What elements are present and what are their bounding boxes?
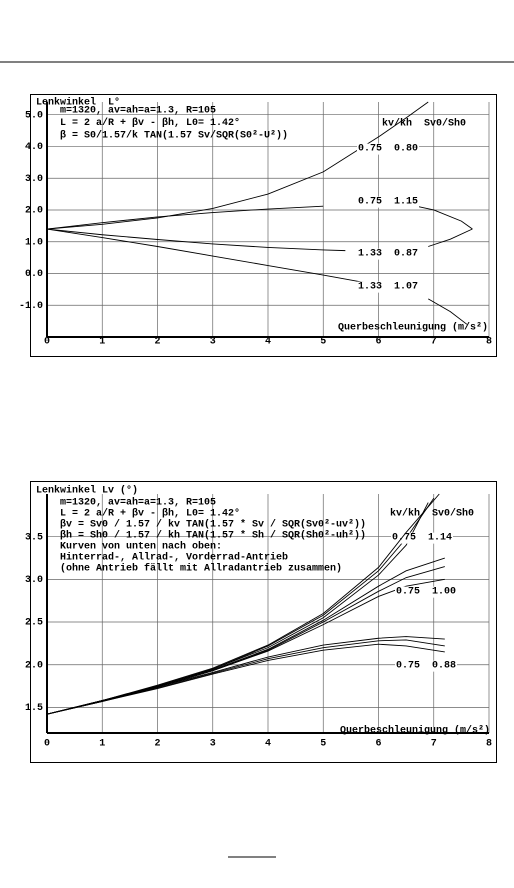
annotation: m=1320, av=ah=a=1.3, R=105 — [60, 497, 216, 509]
x-axis-label: Querbeschleunigung (m/s²) — [340, 725, 490, 737]
y-tick-label: 4.0 — [25, 142, 43, 153]
y-tick-label: 2.0 — [25, 660, 43, 671]
label-bg — [395, 586, 458, 598]
label-bg — [357, 196, 420, 208]
x-tick-label: 3 — [210, 337, 216, 348]
curve — [46, 636, 445, 715]
curve — [46, 639, 445, 715]
x-tick-label: 2 — [154, 739, 160, 750]
label-bg — [395, 660, 458, 672]
x-axis-label: Querbeschleunigung (m/s²) — [338, 322, 488, 334]
y-tick-label: 3.0 — [25, 174, 43, 185]
curve — [46, 204, 473, 230]
x-tick-label: 1 — [99, 337, 105, 348]
label-bg — [391, 532, 454, 544]
annotation: β = S0/1.57/k TAN(1.57 Sv/SQR(S0²-U²)) — [60, 130, 288, 142]
annotation: L = 2 a/R + βv - βh, L0= 1.42° — [60, 117, 240, 129]
legend-header: kv/kh Sv0/Sh0 — [390, 508, 474, 520]
curve — [46, 228, 473, 252]
label-bg — [357, 248, 420, 260]
series-label: 0.75 1.14 — [392, 533, 452, 544]
chart-title: Lenkwinkel Lv (°) — [36, 485, 138, 497]
x-tick-label: 6 — [375, 337, 381, 348]
series-label: 0.75 1.00 — [396, 587, 456, 598]
curve — [46, 101, 429, 230]
y-tick-label: 2.5 — [25, 618, 43, 629]
x-tick-label: 4 — [265, 337, 271, 348]
label-bg — [357, 143, 420, 155]
x-tick-label: 8 — [486, 739, 492, 750]
x-tick-label: 7 — [431, 337, 437, 348]
annotation: Kurven von unten nach oben: — [60, 541, 222, 553]
chart-frame — [30, 481, 497, 763]
curve — [46, 557, 445, 715]
x-tick-label: 6 — [375, 739, 381, 750]
chart-frame — [30, 94, 497, 357]
x-tick-label: 8 — [486, 337, 492, 348]
y-tick-label: -1.0 — [19, 301, 43, 312]
y-tick-label: 2.0 — [25, 206, 43, 217]
x-tick-label: 5 — [320, 337, 326, 348]
curve — [46, 578, 445, 715]
x-tick-label: 0 — [44, 337, 50, 348]
x-tick-label: 4 — [265, 739, 271, 750]
y-tick-label: 3.5 — [25, 532, 43, 543]
label-bg — [357, 281, 420, 293]
y-tick-label: 1.0 — [25, 237, 43, 248]
x-tick-label: 2 — [154, 337, 160, 348]
y-tick-label: 3.0 — [25, 575, 43, 586]
annotation: (ohne Antrieb fällt mit Allradantrieb zu… — [60, 563, 342, 575]
annotation: m=1320, av=ah=a=1.3, R=105 — [60, 105, 216, 117]
y-tick-label: 0.0 — [25, 269, 43, 280]
legend-header: kv/kh Sv0/Sh0 — [382, 118, 466, 130]
series-label: 1.33 0.87 — [358, 249, 418, 260]
series-label: 0.75 1.15 — [358, 197, 418, 208]
chart-title: Lenkwinkel L° — [36, 97, 120, 109]
series-label: 0.75 0.88 — [396, 661, 456, 672]
x-tick-label: 3 — [210, 739, 216, 750]
annotation: βv = Sv0 / 1.57 / kv TAN(1.57 * Sv / SQR… — [60, 519, 366, 531]
annotation: βh = Sh0 / 1.57 / kh TAN(1.57 * Sh / SQR… — [60, 530, 366, 542]
curve — [46, 228, 468, 325]
x-tick-label: 7 — [431, 739, 437, 750]
x-tick-label: 1 — [99, 739, 105, 750]
annotation: Hinterrad-, Allrad-, Vorderrad-Antrieb — [60, 552, 288, 564]
y-tick-label: 5.0 — [25, 110, 43, 121]
series-label: 1.33 1.07 — [358, 282, 418, 293]
y-tick-label: 1.5 — [25, 703, 43, 714]
x-tick-label: 5 — [320, 739, 326, 750]
x-tick-label: 0 — [44, 739, 50, 750]
annotation: L = 2 a/R + βv - βh, L0= 1.42° — [60, 508, 240, 520]
series-label: 0.75 0.80 — [358, 144, 418, 155]
